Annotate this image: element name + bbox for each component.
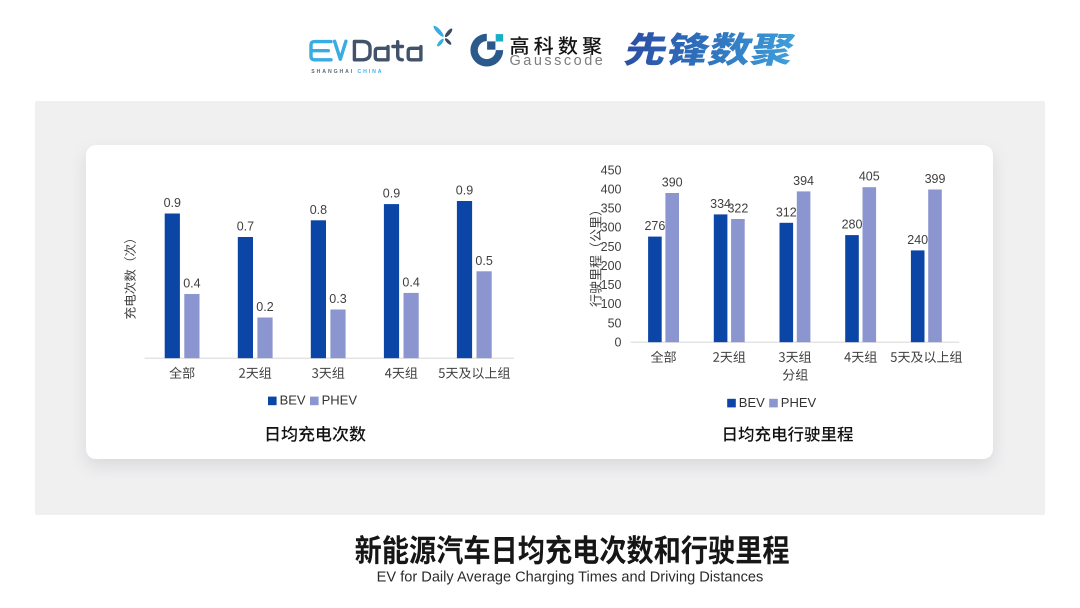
svg-text:240: 240 bbox=[907, 233, 928, 247]
svg-text:200: 200 bbox=[601, 259, 622, 273]
svg-text:405: 405 bbox=[859, 170, 880, 184]
svg-text:0.5: 0.5 bbox=[475, 254, 492, 268]
svg-text:350: 350 bbox=[601, 202, 622, 216]
svg-text:400: 400 bbox=[601, 182, 622, 196]
svg-text:SHANGHAI CHINA: SHANGHAI CHINA bbox=[311, 69, 383, 75]
svg-text:0.8: 0.8 bbox=[310, 203, 327, 217]
svg-text:399: 399 bbox=[925, 172, 946, 186]
svg-text:0: 0 bbox=[615, 336, 622, 350]
svg-text:0.4: 0.4 bbox=[183, 277, 200, 291]
svg-text:BEV: BEV bbox=[280, 393, 306, 408]
svg-text:0.4: 0.4 bbox=[402, 275, 419, 289]
svg-text:322: 322 bbox=[727, 202, 748, 216]
svg-text:EV for Daily Average Charging: EV for Daily Average Charging Times and … bbox=[377, 570, 764, 586]
svg-text:312: 312 bbox=[776, 205, 797, 219]
svg-text:0.3: 0.3 bbox=[329, 292, 346, 306]
svg-text:150: 150 bbox=[601, 278, 622, 292]
svg-text:276: 276 bbox=[644, 219, 665, 233]
svg-text:280: 280 bbox=[842, 218, 863, 232]
svg-text:PHEV: PHEV bbox=[322, 393, 358, 408]
svg-text:0.7: 0.7 bbox=[237, 220, 254, 234]
svg-text:450: 450 bbox=[601, 163, 622, 177]
svg-text:0.9: 0.9 bbox=[164, 196, 181, 210]
svg-text:BEV: BEV bbox=[739, 395, 765, 410]
svg-text:0.9: 0.9 bbox=[456, 184, 473, 198]
svg-text:250: 250 bbox=[601, 240, 622, 254]
svg-text:50: 50 bbox=[608, 316, 622, 330]
svg-text:0.2: 0.2 bbox=[256, 300, 273, 314]
svg-text:100: 100 bbox=[601, 297, 622, 311]
svg-text:Gausscode: Gausscode bbox=[510, 53, 606, 69]
svg-text:390: 390 bbox=[662, 176, 683, 190]
svg-text:300: 300 bbox=[601, 221, 622, 235]
svg-text:PHEV: PHEV bbox=[781, 395, 817, 410]
svg-text:334: 334 bbox=[710, 197, 731, 211]
svg-text:394: 394 bbox=[793, 174, 814, 188]
svg-text:0.9: 0.9 bbox=[383, 187, 400, 201]
